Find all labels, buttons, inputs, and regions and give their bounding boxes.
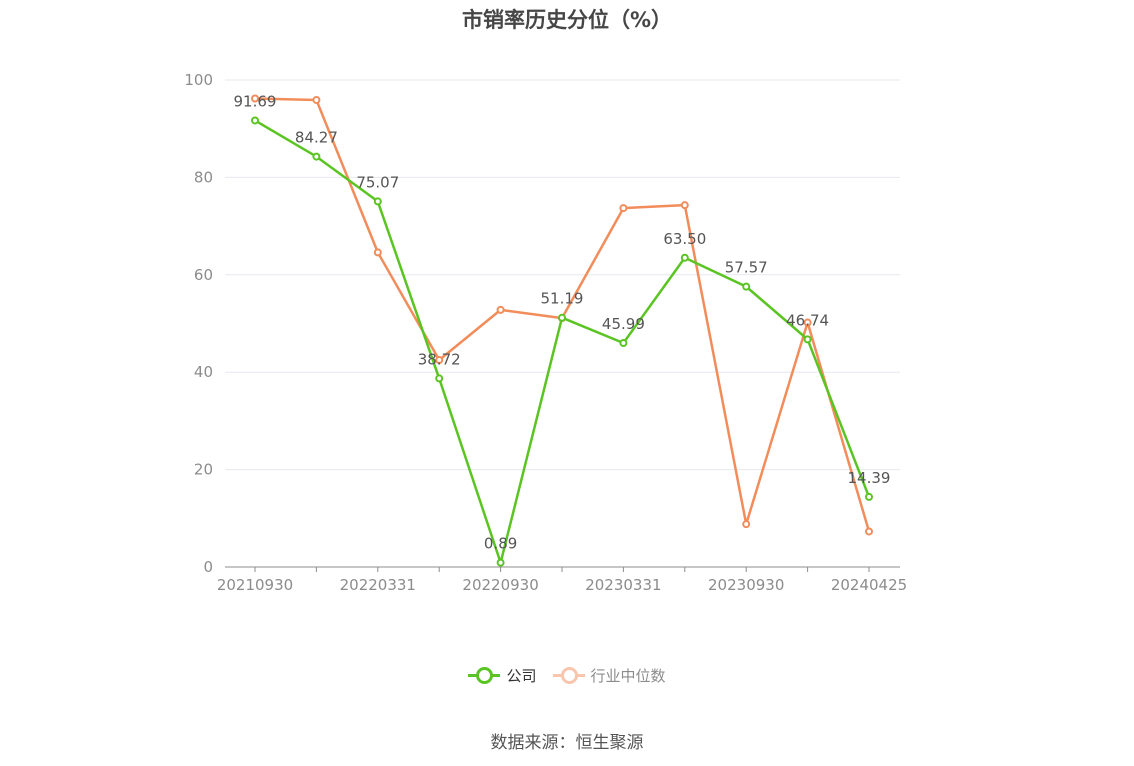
y-tick-label: 60 xyxy=(194,266,213,284)
series-1-point xyxy=(865,527,873,536)
series-1-point xyxy=(373,248,382,257)
data-label: 38.72 xyxy=(418,350,461,368)
legend-company-swatch xyxy=(468,664,501,686)
x-tick-label: 20210930 xyxy=(217,576,293,594)
data-label: 57.57 xyxy=(725,259,768,277)
series-1-point xyxy=(496,305,505,314)
data-source: 数据来源：恒生聚源 xyxy=(490,733,644,753)
legend-item-company[interactable]: 公司 xyxy=(468,664,537,686)
series-0-point xyxy=(558,313,566,322)
series-1-point xyxy=(435,356,444,365)
x-tick-label: 20220331 xyxy=(340,576,416,594)
series-1-point xyxy=(251,94,259,103)
series-0-point xyxy=(742,282,751,291)
x-tick-label: 20230930 xyxy=(708,576,784,594)
x-tick-label: 20220930 xyxy=(462,576,538,594)
series-line-0 xyxy=(254,119,871,564)
legend-item-industry-median[interactable]: 行业中位数 xyxy=(552,664,666,686)
legend-industry-swatch xyxy=(552,664,585,686)
chart-title: 市销率历史分位（%） xyxy=(461,8,673,32)
data-label: 84.27 xyxy=(295,129,338,147)
data-label: 14.39 xyxy=(848,469,891,487)
y-tick-label: 20 xyxy=(194,461,213,479)
data-label: 75.07 xyxy=(356,173,399,191)
data-label: 91.69 xyxy=(234,92,277,110)
series-0-point xyxy=(496,558,505,567)
series-0-point xyxy=(865,492,873,501)
legend: 公司 行业中位数 xyxy=(0,664,1134,686)
series-1-point xyxy=(312,95,321,104)
y-tick-label: 100 xyxy=(184,71,213,89)
series-1-point xyxy=(680,201,689,210)
series-0-point xyxy=(312,152,321,161)
series-0-point xyxy=(251,116,259,125)
y-tick-label: 40 xyxy=(194,363,213,381)
series-0-point xyxy=(619,339,628,348)
x-tick-label: 20230331 xyxy=(585,576,661,594)
legend-industry-label: 行业中位数 xyxy=(590,666,666,685)
data-label: 45.99 xyxy=(602,315,645,333)
data-label: 51.19 xyxy=(541,290,584,308)
data-label: 0.89 xyxy=(484,535,517,553)
y-tick-label: 0 xyxy=(203,558,213,576)
series-0-point xyxy=(680,253,689,262)
series-1-point xyxy=(803,318,812,327)
data-label: 46.74 xyxy=(786,311,829,329)
legend-company-label: 公司 xyxy=(506,666,537,685)
y-tick-label: 80 xyxy=(194,168,213,186)
x-tick-label: 20240425 xyxy=(831,576,907,594)
series-0-point xyxy=(435,374,444,383)
series-1-point xyxy=(619,204,628,213)
series-1-point xyxy=(742,520,751,529)
series-0-point xyxy=(803,335,812,344)
series-0-point xyxy=(373,197,382,206)
data-label: 63.50 xyxy=(663,230,706,248)
